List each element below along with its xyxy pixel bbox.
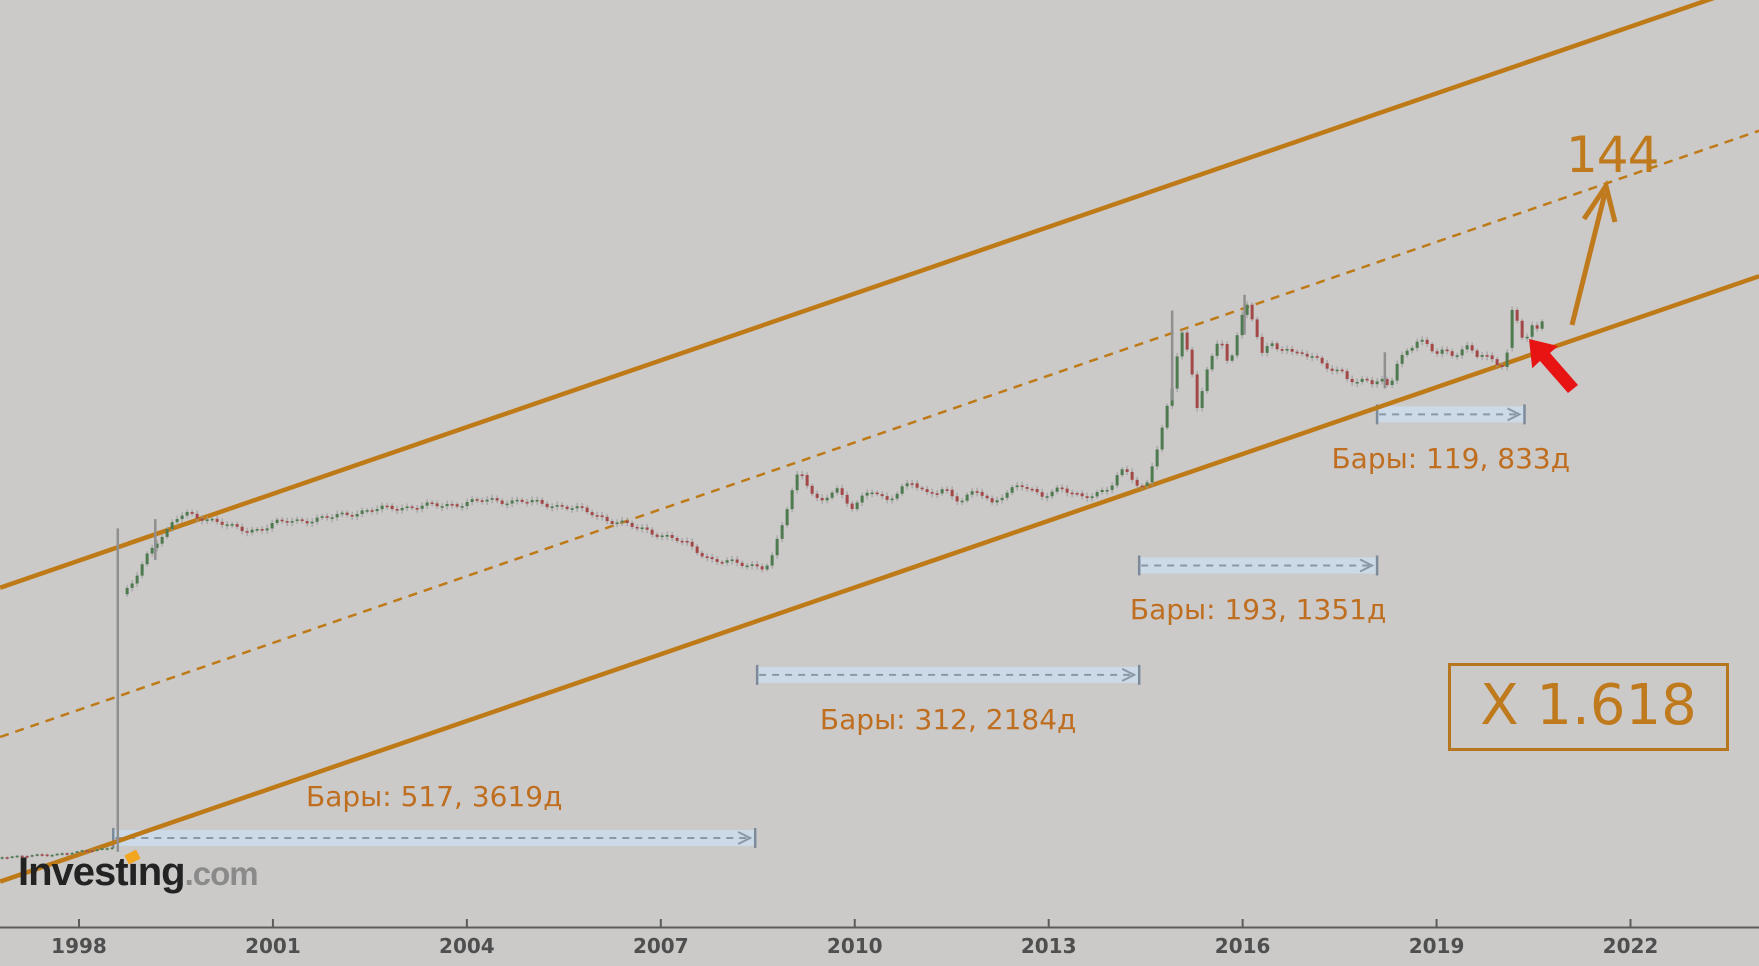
trend-channel-upper-line (0, 0, 1715, 590)
bars-measure-label: Бары: 119, 833д (1331, 442, 1571, 476)
investing-logo: Investing.com (18, 850, 259, 895)
x-axis-year-label: 2016 (1214, 934, 1271, 958)
candlestick-series (0, 301, 1544, 860)
x-axis-year-label: 2010 (826, 934, 883, 958)
bars-measure-label: Бары: 312, 2184д (819, 702, 1077, 736)
bars-measure-label: Бары: 517, 3619д (305, 780, 563, 813)
x-axis-year-label: 2007 (632, 934, 689, 958)
measure-arrow-band (112, 828, 757, 849)
bars-measure-label: Бары: 193, 1351д (1129, 593, 1387, 627)
logo-domain-text: .com (184, 855, 259, 892)
x-axis-year-label: 2001 (245, 934, 301, 958)
fib-extension-label: X 1.618 (1448, 663, 1729, 751)
measure-arrow-band (755, 664, 1141, 685)
x-axis-year-label: 2022 (1602, 934, 1659, 958)
trend-channel-lower-line (0, 274, 1759, 884)
target-price-label: 144 (1566, 126, 1659, 184)
red-signal-arrow (1529, 339, 1578, 393)
x-axis-year-label: 2004 (439, 934, 495, 958)
logo-brand-text: Investing (18, 850, 186, 894)
measure-arrow-band (1375, 404, 1526, 425)
logo-orange-dot-icon: i (127, 850, 139, 894)
trend-channel-mid-dashed-line (0, 129, 1759, 739)
x-axis-year-label: 2013 (1020, 934, 1077, 958)
x-axis-year-label: 2019 (1408, 934, 1465, 958)
target-projection-arrow (1569, 179, 1618, 326)
measure-arrow-band (1137, 555, 1379, 576)
x-axis (0, 919, 1759, 929)
x-axis-year-label: 1998 (51, 934, 107, 958)
